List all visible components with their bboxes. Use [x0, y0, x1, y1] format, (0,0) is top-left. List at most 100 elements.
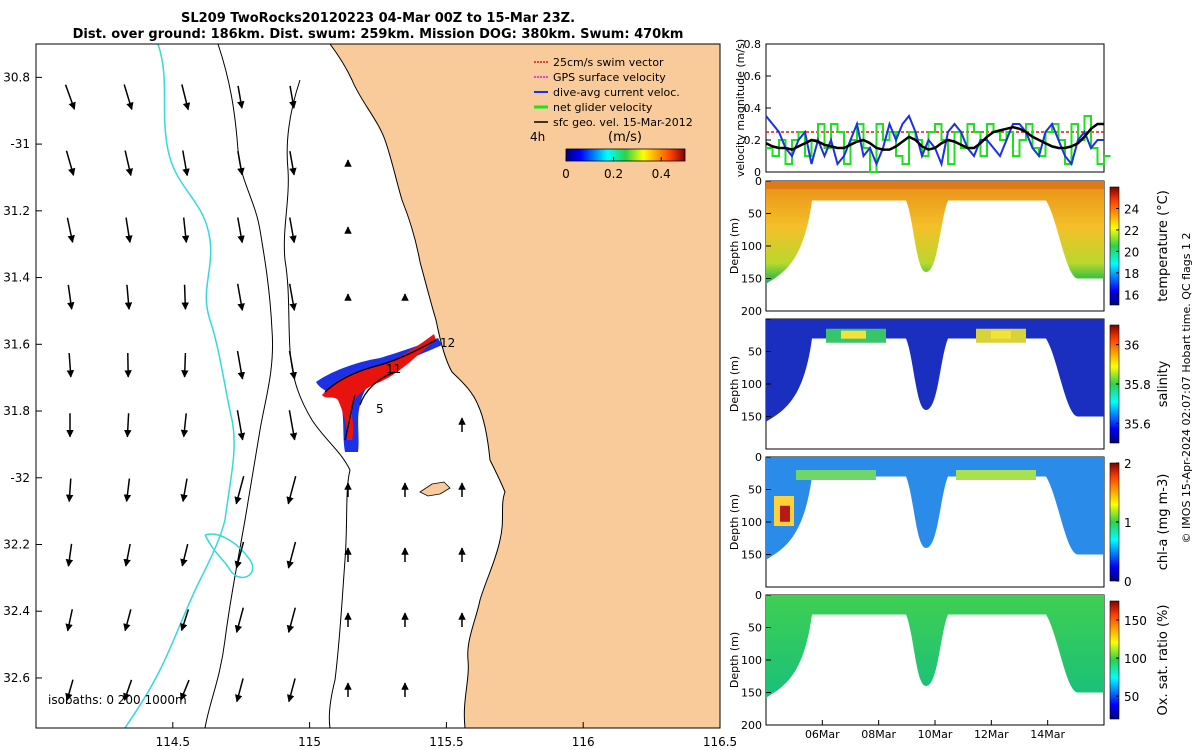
section-y-tick-label: 0	[755, 175, 762, 188]
section-data-fill	[766, 595, 1104, 698]
glider-track: 12 11 5	[316, 334, 455, 452]
track-waypoint-label: 5	[376, 402, 384, 416]
velocity-y-tick-label: 0.8	[744, 38, 762, 51]
sfc-velocity-arrow	[181, 352, 189, 378]
sfc-velocity-arrow	[237, 85, 245, 109]
section-y-tick-label: 50	[748, 208, 762, 221]
glider-track-line	[324, 339, 437, 441]
section-y-tick-label: 0	[755, 451, 762, 464]
surface-velocity-vectors	[64, 84, 466, 703]
section-y-tick-label: 200	[741, 719, 762, 732]
sfc-velocity-arrow	[289, 151, 297, 176]
section-colorbar-tick-label: 1	[1124, 516, 1132, 530]
sfc-velocity-arrow	[123, 609, 132, 632]
map-y-tick-label: 31.6	[3, 337, 30, 351]
velocity-y-ticks: 0 0.2 0.4 0.6 0.8	[744, 38, 771, 179]
sfc-velocity-arrow	[181, 284, 189, 310]
sfc-velocity-arrow	[67, 284, 75, 310]
velocity-y-tick-label: 0	[754, 166, 761, 179]
sfc-velocity-arrow	[286, 541, 297, 569]
sfc-velocity-arrow	[289, 85, 297, 109]
sfc-velocity-arrow	[65, 150, 76, 176]
sfc-velocity-arrow	[65, 543, 74, 567]
section-data-fill	[766, 457, 1104, 560]
track-waypoint-label: 11	[386, 362, 401, 376]
section-colorbar-tick-label: 18	[1124, 267, 1139, 281]
legend-net-glider: net glider velocity	[553, 101, 653, 114]
sfc-velocity-arrow	[64, 84, 76, 110]
section-y-tick-label: 150	[741, 549, 762, 562]
legend-swim-vector: 25cm/s swim vector	[553, 56, 664, 69]
sfc-velocity-arrow	[66, 217, 75, 243]
sfc-velocity-arrow	[180, 609, 190, 632]
velocity-series	[765, 114, 1111, 173]
isobath-200	[124, 44, 235, 728]
map-x-tick-label: 116	[572, 735, 595, 749]
map-x-tick-label: 116.5	[703, 735, 737, 749]
section-panel: 0 50 100 150 200 Depth (m) 16 18 20 22 24 temperatu…	[728, 175, 1171, 318]
section-colorbar-tick-label: 24	[1124, 202, 1139, 216]
section-colorbar	[1109, 600, 1120, 720]
section-colorbar	[1109, 186, 1120, 306]
map-y-tick-label: 31.2	[3, 204, 30, 218]
sfc-velocity-arrow	[236, 350, 245, 380]
section-colorbar-tick-label: 20	[1124, 245, 1139, 259]
sfc-velocity-arrow	[234, 476, 245, 505]
map-colorbar-tick-label: 0	[562, 167, 570, 181]
map-y-tick-label: 32.2	[3, 537, 30, 551]
section-y-tick-label: 150	[741, 411, 762, 424]
sfc-velocity-arrow	[65, 609, 74, 632]
sfc-velocity-arrow	[288, 283, 297, 312]
map-y-tick-label: -32	[10, 471, 30, 485]
rottnest-island	[419, 481, 451, 497]
map-x-tick-label: 115.5	[429, 735, 463, 749]
velocity-ylabel: velocity magnitude (m/s)	[734, 39, 747, 177]
sfc-velocity-arrow	[181, 84, 191, 111]
section-colorbar-tick-label: 16	[1124, 288, 1139, 302]
section-ylabel: Depth (m)	[728, 632, 741, 688]
legend-dive-avg: dive-avg current veloc.	[553, 86, 680, 99]
section-colorbar-tick-label: 0	[1124, 575, 1132, 589]
title-line-1: SL209 TwoRocks20120223 04-Mar 00Z to 15-…	[181, 11, 575, 26]
section-panel: 0 50 100 150 200 Depth (m) 50 100 150 Ox. sat. ra…	[728, 589, 1171, 741]
section-y-tick-label: 150	[741, 687, 762, 700]
sfc-velocity-arrow	[235, 678, 244, 703]
sfc-velocity-arrow	[234, 541, 245, 569]
isobaths-label: isobaths: 0 200 1000m	[48, 693, 187, 707]
map-colorbar-tick-label: 0.4	[652, 167, 671, 181]
legend-sfc-geo: sfc geo. vel. 15-Mar-2012	[553, 116, 693, 129]
map-frame	[35, 43, 721, 729]
sfc-velocity-arrow	[236, 410, 246, 441]
track-waypoint-label: 12	[440, 336, 455, 350]
section-colorbar-tick-label: 22	[1124, 224, 1139, 238]
section-colorbar-tick-label: 35.6	[1124, 417, 1151, 431]
sfc-velocity-arrow	[286, 607, 297, 634]
warm-surface-layer	[766, 181, 1104, 189]
velocity-series-green	[766, 115, 1111, 173]
sfc-velocity-arrow	[288, 350, 297, 380]
sfc-velocity-arrow	[125, 217, 133, 244]
map-colorbar-ticks: 0 0.2 0.4	[562, 157, 671, 181]
map-colorbar-label: (m/s)	[608, 130, 642, 145]
salinity-high-patch	[991, 330, 1011, 339]
map-x-ticks: 114.5 115 115.5 116 116.5	[156, 722, 737, 749]
sfc-velocity-arrow	[123, 679, 133, 701]
title-line-2: Dist. over ground: 186km. Dist. swum: 25…	[73, 27, 684, 42]
time-tick-label: 08Mar	[861, 728, 896, 741]
section-y-tick-label: 50	[748, 484, 762, 497]
section-y-tick-label: 200	[741, 305, 762, 318]
time-tick-label: 12Mar	[974, 728, 1009, 741]
section-colorbar-tick-label: 2	[1124, 457, 1132, 471]
legend-gps-velocity: GPS surface velocity	[553, 71, 666, 84]
section-colorbar-tick-label: 35.8	[1124, 378, 1151, 392]
sfc-velocity-arrow	[181, 217, 190, 244]
land-area	[329, 44, 720, 728]
section-y-tick-label: 50	[748, 346, 762, 359]
velocity-y-tick-label: 0.2	[744, 134, 762, 147]
sfc-velocity-arrow	[180, 679, 190, 701]
map-y-tick-label: 32.6	[3, 671, 30, 685]
